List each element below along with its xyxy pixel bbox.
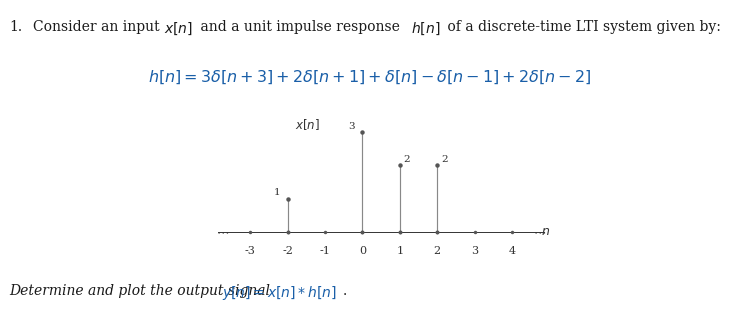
Text: of a discrete-time LTI system given by:: of a discrete-time LTI system given by: xyxy=(443,20,721,34)
Text: .: . xyxy=(343,284,347,298)
Text: 2: 2 xyxy=(403,155,410,164)
Text: Consider an input: Consider an input xyxy=(33,20,164,34)
Text: $h[n] = 3\delta[n+3] + 2\delta[n+1] + \delta[n] - \delta[n-1] + 2\delta[n-2]$: $h[n] = 3\delta[n+3] + 2\delta[n+1] + \d… xyxy=(148,69,592,86)
Text: $n$: $n$ xyxy=(541,225,551,238)
Text: 2: 2 xyxy=(441,155,448,164)
Text: $x[n]$: $x[n]$ xyxy=(295,117,320,132)
Text: $\cdots$: $\cdots$ xyxy=(533,225,546,238)
Text: 1: 1 xyxy=(273,188,280,197)
Text: $\cdots$: $\cdots$ xyxy=(216,225,229,238)
Text: $h[n]$: $h[n]$ xyxy=(411,20,440,37)
Text: Determine and plot the output signal: Determine and plot the output signal xyxy=(10,284,275,298)
Text: $y[n] = x[n] * h[n]$: $y[n] = x[n] * h[n]$ xyxy=(222,284,337,302)
Text: 1.: 1. xyxy=(10,20,23,34)
Text: and a unit impulse response: and a unit impulse response xyxy=(196,20,404,34)
Text: $x[n]$: $x[n]$ xyxy=(164,20,193,37)
Text: 3: 3 xyxy=(348,122,354,130)
